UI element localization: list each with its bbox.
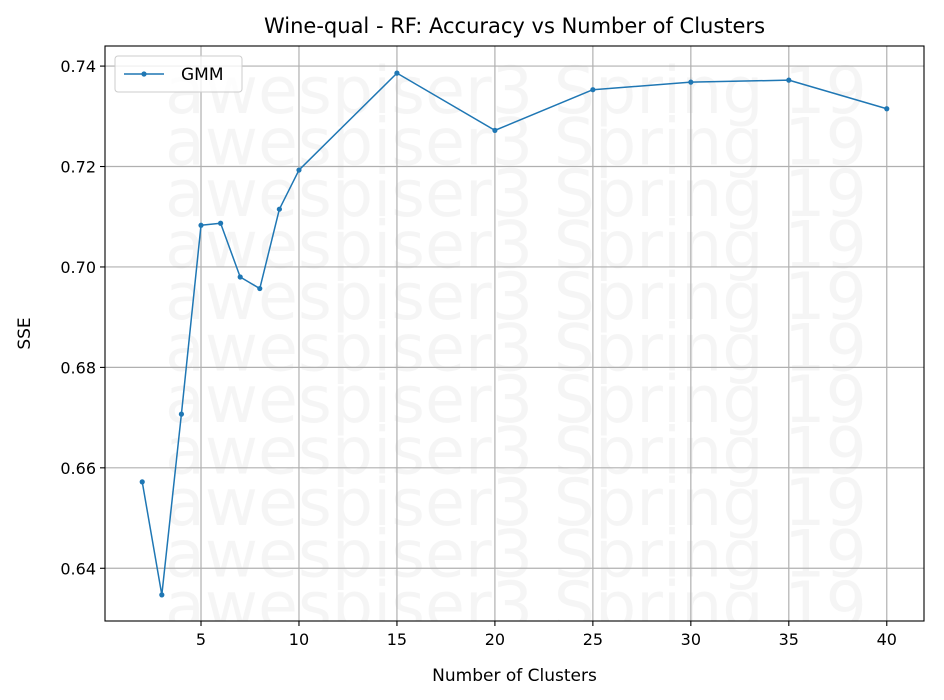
y-tick-label: 0.68 <box>60 358 96 377</box>
watermark-text: awespiser3 Spring 19 <box>165 312 867 387</box>
y-axis-ticks: 0.64 0.66 0.68 0.70 0.72 0.74 <box>60 57 105 578</box>
watermark-text: awespiser3 Spring 19 <box>165 518 867 593</box>
data-point <box>237 274 243 280</box>
grid-layer <box>105 46 924 621</box>
data-point <box>492 127 498 133</box>
x-tick-label: 5 <box>196 630 206 649</box>
data-point <box>688 79 694 85</box>
watermark-text: awespiser3 Spring 19 <box>165 260 867 335</box>
y-tick-label: 0.66 <box>60 459 96 478</box>
y-tick-label: 0.64 <box>60 559 96 578</box>
watermark-text: awespiser3 Spring 19 <box>165 363 867 438</box>
watermark-text: awespiser3 Spring 19 <box>165 569 867 644</box>
x-tick-label: 35 <box>779 630 799 649</box>
y-tick-label: 0.72 <box>60 158 96 177</box>
x-tick-label: 15 <box>387 630 407 649</box>
x-tick-label: 20 <box>485 630 505 649</box>
y-axis-label: SSE <box>15 317 35 349</box>
data-point <box>786 77 792 83</box>
data-point <box>394 70 400 76</box>
plot-frame <box>104 45 925 622</box>
data-point <box>159 592 165 598</box>
data-point <box>276 206 282 212</box>
data-point <box>296 167 302 173</box>
x-tick-label: 25 <box>583 630 603 649</box>
watermark-text: awespiser3 Spring 19 <box>165 157 867 232</box>
chart-title: Wine-qual - RF: Accuracy vs Number of Cl… <box>264 14 765 38</box>
y-tick-label: 0.70 <box>60 258 96 277</box>
watermark-text: awespiser3 Spring 19 <box>165 209 867 284</box>
data-point <box>139 479 145 485</box>
data-point <box>198 222 204 228</box>
data-point <box>257 285 263 292</box>
data-point <box>884 106 890 112</box>
watermark-text: awespiser3 Spring 19 <box>165 415 867 490</box>
x-tick-label: 10 <box>289 630 309 649</box>
x-axis-label: Number of Clusters <box>432 666 597 686</box>
data-point <box>178 411 185 417</box>
series-layer <box>139 70 890 598</box>
x-axis-ticks: 5 10 15 20 25 30 35 40 <box>196 621 897 649</box>
x-tick-label: 30 <box>681 630 701 649</box>
data-point <box>218 220 224 226</box>
data-point <box>590 87 596 93</box>
y-tick-label: 0.74 <box>60 57 96 76</box>
watermark-text: awespiser3 Spring 19 <box>165 106 867 181</box>
watermark-text: awespiser3 Spring 19 <box>165 466 867 541</box>
legend-box <box>114 55 243 93</box>
legend-marker-swatch <box>141 71 147 77</box>
legend-entry-gmm: GMM <box>181 65 224 85</box>
x-tick-label: 40 <box>877 630 897 649</box>
legend: GMM <box>114 55 243 93</box>
